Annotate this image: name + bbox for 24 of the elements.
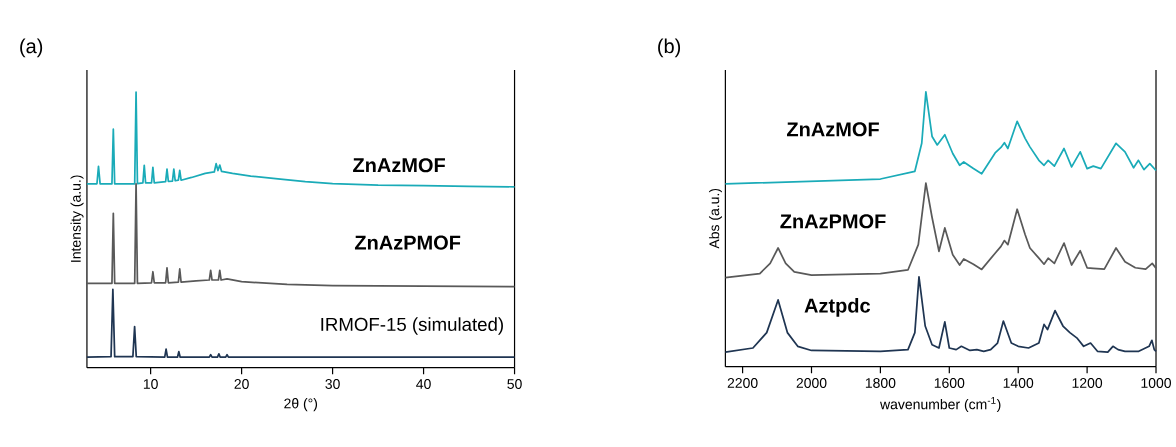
x-tick-label: 2200 bbox=[727, 378, 758, 389]
y-axis-title: Intensity (a.u.) bbox=[70, 175, 84, 263]
x-tick-label: 40 bbox=[416, 379, 431, 390]
y-axis-title: Abs (a.u.) bbox=[708, 189, 723, 249]
series-label: ZnAzPMOF bbox=[780, 214, 886, 229]
chart-title: (a) bbox=[20, 38, 43, 58]
x-axis-title: 2θ (°) bbox=[284, 398, 318, 412]
series-label: ZnAzPMOF bbox=[354, 235, 461, 250]
x-tick-label: 50 bbox=[507, 379, 522, 390]
x-tick-label: 20 bbox=[234, 379, 249, 390]
x-tick-label: 1000 bbox=[1141, 378, 1171, 389]
x-tick-label: 30 bbox=[325, 379, 340, 390]
series-label: ZnAzMOF bbox=[353, 158, 445, 173]
x-axis-title: wavenumber (cm$^{-1}$) bbox=[880, 397, 1001, 413]
series-label: Aztpdc bbox=[804, 298, 871, 317]
x-tick-label: 1400 bbox=[1003, 378, 1034, 389]
x-tick-label: 10 bbox=[143, 379, 158, 390]
chart-title: (b) bbox=[658, 38, 681, 58]
x-tick-label: 1600 bbox=[934, 378, 965, 389]
x-tick-label: 2000 bbox=[796, 378, 827, 389]
series-label: IRMOF-15 (simulated) bbox=[321, 317, 503, 335]
x-tick-label: 1800 bbox=[865, 378, 896, 389]
x-tick-label: 1200 bbox=[1072, 378, 1103, 389]
text: ZnAzMOF bbox=[787, 122, 879, 137]
